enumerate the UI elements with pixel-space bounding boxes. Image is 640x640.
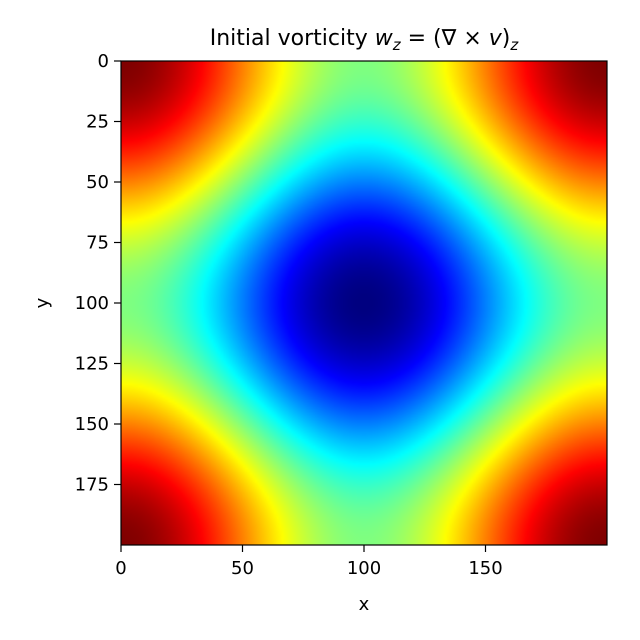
title-v: v xyxy=(489,26,503,51)
y-tick-label: 125 xyxy=(75,354,109,375)
y-tick-label: 50 xyxy=(86,172,109,193)
heatmap-image xyxy=(121,61,607,545)
y-tick-label: 0 xyxy=(98,51,109,72)
x-tick-label: 50 xyxy=(231,558,254,579)
y-axis: 0 25 50 75 100 125 150 175 xyxy=(75,51,121,496)
y-tick-label: 150 xyxy=(75,414,109,435)
x-tick-label: 150 xyxy=(468,558,502,579)
y-axis-label: y xyxy=(32,297,53,308)
y-tick-label: 100 xyxy=(75,293,109,314)
title-eq: = (∇ × xyxy=(401,26,489,51)
x-axis-label: x xyxy=(359,594,370,615)
title-sub-z2: z xyxy=(509,36,519,54)
title-close: ) xyxy=(502,26,511,51)
y-tick-label: 175 xyxy=(75,475,109,496)
chart-title: Initial vorticity wz = (∇ × v)z xyxy=(210,26,520,54)
x-axis: 0 50 100 150 xyxy=(115,545,503,579)
title-w: w xyxy=(375,26,394,51)
heatmap-image-wrapper xyxy=(121,61,607,545)
y-tick-label: 25 xyxy=(86,112,109,133)
title-sub-z: z xyxy=(392,36,402,54)
x-tick-label: 0 xyxy=(115,558,126,579)
x-tick-label: 100 xyxy=(347,558,381,579)
title-main: Initial vorticity xyxy=(210,26,375,51)
y-tick-label: 75 xyxy=(86,233,109,254)
